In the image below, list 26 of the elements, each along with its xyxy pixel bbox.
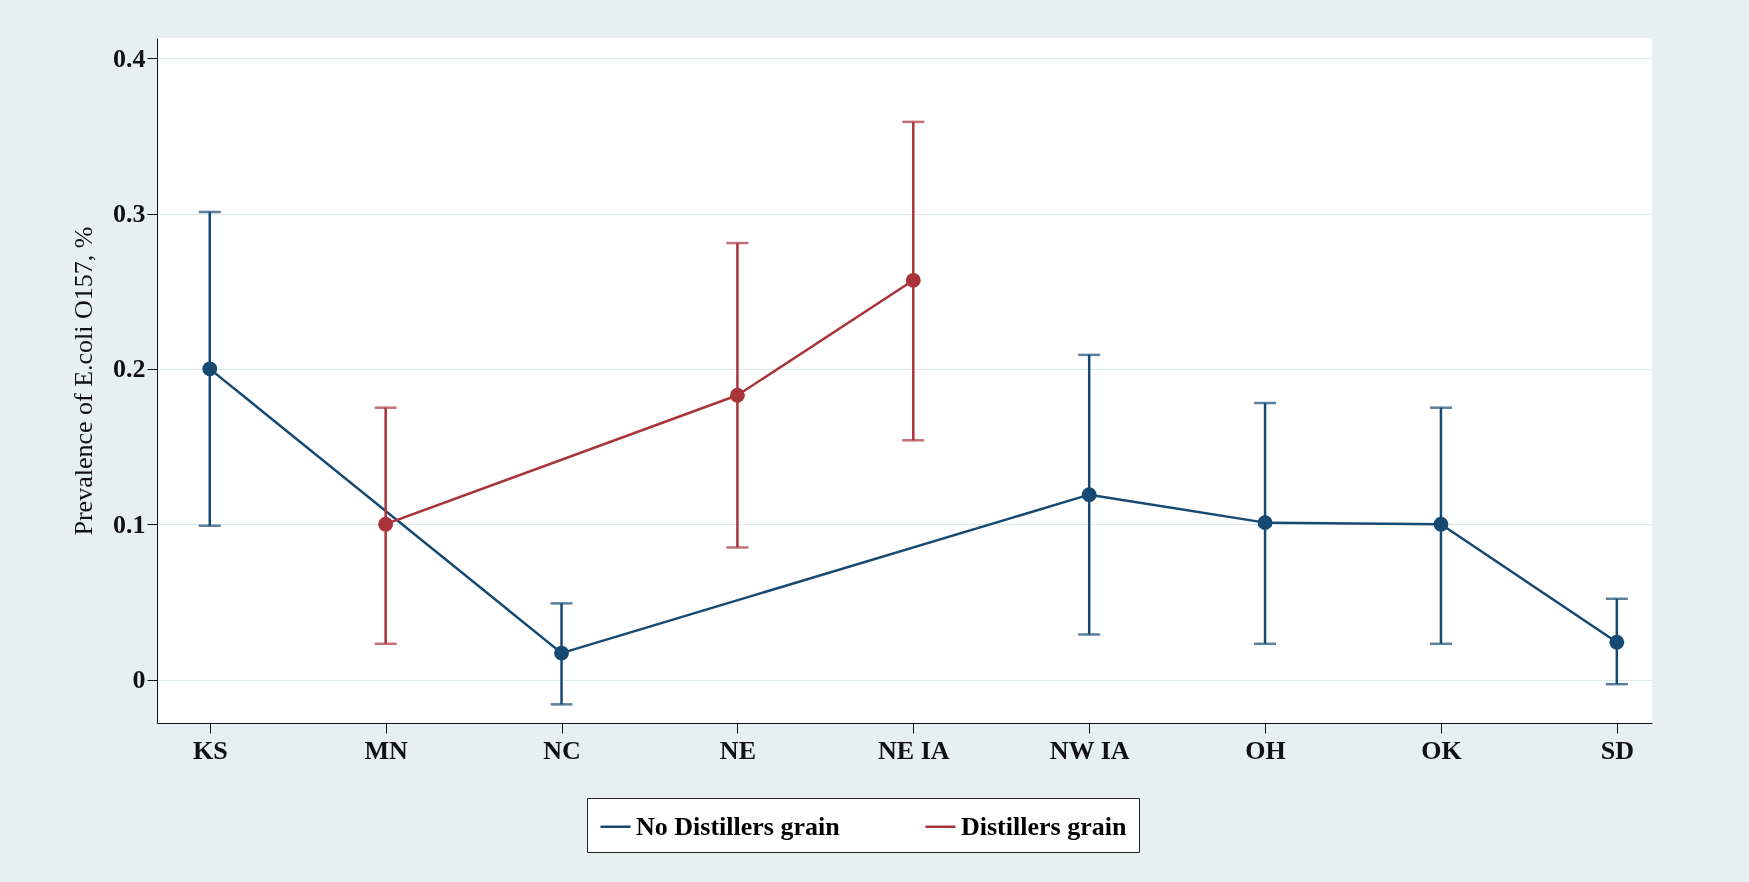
point: [1433, 516, 1449, 532]
x-tick-label: MN: [364, 735, 409, 765]
legend-label: Distillers grain: [961, 811, 1127, 841]
point: [1081, 487, 1097, 503]
y-tick-label: 0.2: [113, 354, 146, 384]
point: [378, 516, 394, 532]
x-tick-label: SD: [1600, 735, 1634, 765]
point: [202, 361, 218, 377]
y-tick-label: 0.1: [113, 509, 146, 539]
y-tick-label: 0.3: [113, 199, 146, 229]
x-tick-label: KS: [192, 735, 228, 765]
y-axis-title: Prevalence of E.coli O157, %: [69, 226, 98, 536]
point: [1609, 634, 1625, 650]
x-tick-label: OH: [1245, 735, 1286, 765]
point: [905, 272, 921, 288]
point: [554, 645, 569, 661]
x-tick-label: NE IA: [878, 735, 950, 765]
x-tick-label: OK: [1421, 735, 1463, 765]
y-tick-label: 0.4: [113, 43, 146, 73]
point: [1257, 515, 1273, 531]
y-tick-label: 0: [132, 665, 146, 695]
x-tick-label: NC: [543, 735, 581, 765]
point: [730, 387, 745, 403]
x-tick-label: NW IA: [1049, 735, 1130, 765]
x-tick-label: NE: [719, 735, 756, 765]
legend-label: No Distillers grain: [636, 811, 841, 841]
